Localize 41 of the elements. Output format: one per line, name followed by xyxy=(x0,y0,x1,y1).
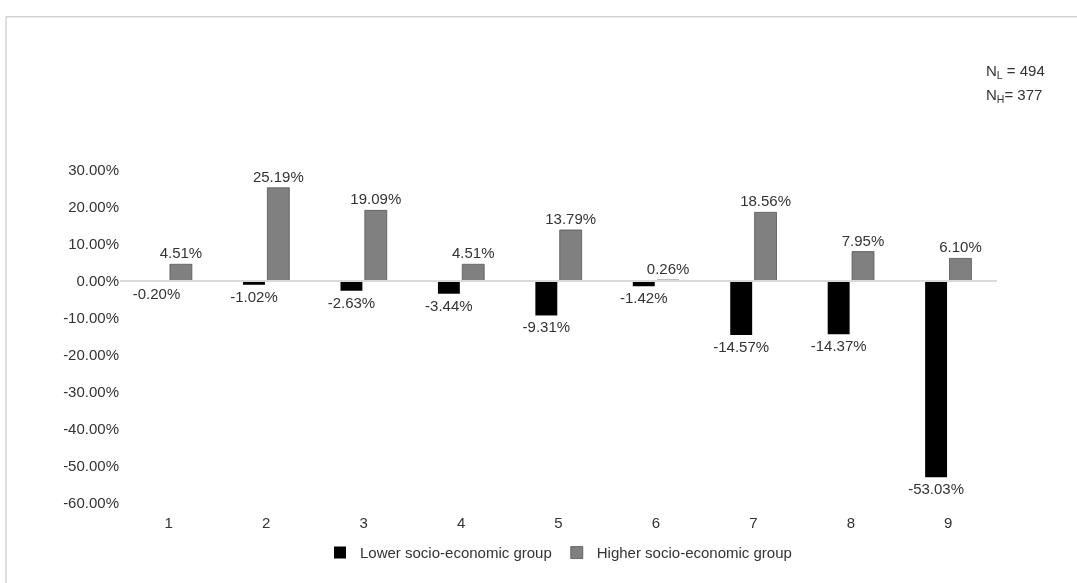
data-label: -14.57% xyxy=(713,337,770,355)
data-label: 0.26% xyxy=(646,260,690,278)
text: N$_{H}$= 377 xyxy=(986,86,1043,106)
y-tick-label: -10.00% xyxy=(63,309,119,327)
data-label: -0.20% xyxy=(132,285,181,302)
y-tick-label: 30.00% xyxy=(68,161,119,179)
y-tick-label: 0.00% xyxy=(76,272,119,290)
data-label: 4.51% xyxy=(159,244,203,262)
data-label: 25.19% xyxy=(252,167,304,185)
y-tick-label: -20.00% xyxy=(63,346,119,364)
data-label: -3.44% xyxy=(425,296,473,314)
data-label: 19.09% xyxy=(350,190,402,208)
legend-label: Higher socio-economic group xyxy=(596,544,792,562)
x-tick-label: 4 xyxy=(456,513,466,531)
x-tick-label: 8 xyxy=(846,513,855,531)
y-tick-label: -60.00% xyxy=(63,494,119,512)
x-tick-label: 3 xyxy=(359,513,368,531)
data-label: -1.02% xyxy=(230,287,278,305)
data-label: -1.42% xyxy=(620,289,668,307)
data-label: -53.03% xyxy=(908,480,965,498)
y-tick-label: 20.00% xyxy=(68,198,119,216)
x-tick-label: 6 xyxy=(651,513,661,531)
data-label: 7.95% xyxy=(841,231,885,249)
data-label: 18.56% xyxy=(740,192,792,210)
y-tick-label: -30.00% xyxy=(63,383,119,401)
y-tick-label: 10.00% xyxy=(68,235,119,253)
data-label: 13.79% xyxy=(545,209,597,227)
x-tick-label: 7 xyxy=(749,513,758,531)
data-label: -2.63% xyxy=(327,293,376,311)
data-label: -14.37% xyxy=(810,337,867,355)
legend-label: Lower socio-economic group xyxy=(360,544,552,562)
data-label: 4.51% xyxy=(451,244,495,262)
data-label: -9.31% xyxy=(522,318,571,336)
y-tick-label: -40.00% xyxy=(63,420,119,438)
text: N$_{L}$ = 494 xyxy=(986,62,1045,82)
x-tick-label: 9 xyxy=(944,513,953,531)
x-tick-label: 1 xyxy=(164,513,173,531)
data-label: 6.10% xyxy=(939,238,982,256)
y-tick-label: -50.00% xyxy=(63,457,119,475)
x-tick-label: 5 xyxy=(554,513,563,531)
x-tick-label: 2 xyxy=(262,513,271,531)
